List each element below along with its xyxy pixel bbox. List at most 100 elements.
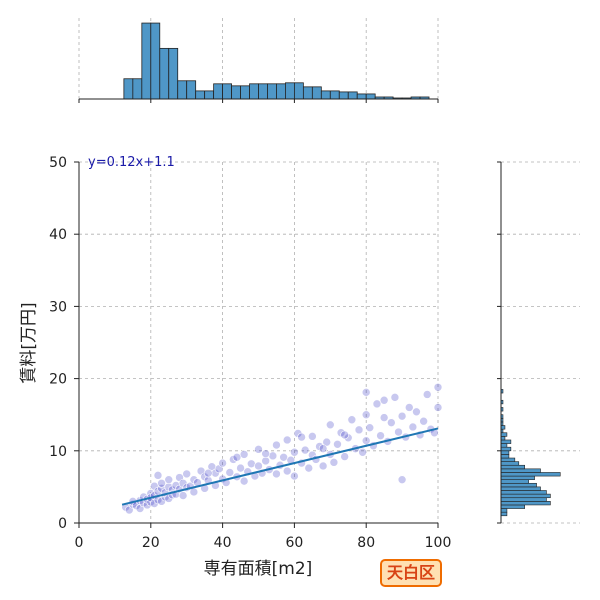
- scatter-point: [272, 440, 281, 450]
- right-hist-bar: [500, 464, 526, 470]
- right-hist-bar: [500, 508, 508, 513]
- district-badge: 天白区: [380, 559, 443, 587]
- scatter-point: [182, 469, 191, 479]
- scatter-point: [232, 452, 242, 462]
- scatter-point: [279, 452, 288, 462]
- scatter-point: [254, 461, 263, 471]
- scatter-point: [153, 471, 163, 480]
- scatter-point: [433, 403, 443, 412]
- scatter-point: [358, 447, 367, 457]
- top-hist-bar: [293, 82, 304, 100]
- top-hist-bar: [285, 82, 295, 100]
- scatter-point: [390, 393, 400, 402]
- right-hist-bar: [500, 490, 547, 495]
- scatter-point: [157, 484, 166, 493]
- scatter-point: [365, 423, 375, 432]
- main-scatter-panel: 0 20 40 60 80 100 0 10 20 30 40 50: [49, 155, 451, 551]
- scatter-point: [203, 468, 213, 478]
- right-histogram: [497, 161, 580, 524]
- scatter-point: [354, 425, 364, 435]
- top-hist-bar: [320, 90, 331, 100]
- y-tick-label: 0: [58, 516, 67, 532]
- scatter-point: [164, 475, 174, 484]
- scatter-point: [343, 433, 353, 443]
- y-tick-label: 50: [49, 155, 67, 171]
- top-hist-bar: [186, 80, 197, 100]
- right-hist-bar: [500, 432, 508, 437]
- right-hist-bar: [500, 501, 551, 506]
- top-hist-bar: [132, 78, 143, 100]
- regression-line: [121, 427, 439, 506]
- scatter-point: [164, 482, 174, 492]
- x-axis-label: 専有面積[m2]: [204, 559, 313, 579]
- right-hist-bar: [500, 457, 516, 462]
- scatter-point: [171, 481, 181, 490]
- scatter-point: [422, 390, 432, 399]
- scatter-point: [239, 476, 249, 486]
- scatter-point: [318, 444, 328, 453]
- scatter-point: [290, 471, 299, 481]
- top-hist-bar: [249, 83, 259, 100]
- scatter-point: [376, 431, 385, 440]
- scatter-point: [372, 399, 382, 409]
- top-hist-bar: [311, 86, 322, 100]
- y-tick-label: 20: [49, 372, 67, 388]
- right-hist-bar: [500, 479, 529, 484]
- y-tick-label: 40: [49, 227, 67, 243]
- scatter-point: [236, 463, 245, 473]
- scatter-point: [157, 478, 166, 488]
- scatter-point: [207, 462, 217, 471]
- right-hist-bar: [500, 504, 526, 509]
- scatter-point: [164, 494, 174, 503]
- scatter-point: [300, 445, 310, 455]
- scatter-point: [189, 475, 199, 484]
- scatter-point: [282, 466, 292, 476]
- scatter-point: [297, 432, 306, 442]
- y-tick-label: 10: [49, 444, 67, 460]
- x-tick-label: 100: [425, 535, 452, 551]
- top-hist-bar: [213, 83, 223, 100]
- scatter-point: [333, 440, 342, 449]
- x-tick-label: 0: [75, 535, 84, 551]
- scatter-point: [325, 420, 335, 430]
- scatter-point: [254, 445, 263, 454]
- scatter-point: [361, 388, 371, 397]
- scatter-point: [408, 422, 418, 432]
- scatter-point: [329, 458, 339, 467]
- y-tick-label: 30: [49, 299, 67, 315]
- scatter-point: [419, 416, 428, 426]
- top-hist-bar: [338, 91, 349, 100]
- scatter-point: [200, 472, 209, 482]
- scatter-point: [340, 430, 349, 440]
- x-tick-label: 20: [142, 535, 160, 551]
- scatter-point: [340, 452, 349, 461]
- right-hist-bar: [500, 472, 561, 477]
- scatter-point: [211, 468, 220, 478]
- y-axis-label: 賃料[万円]: [19, 302, 39, 383]
- right-hist-bar: [500, 497, 547, 502]
- scatter-point: [387, 418, 396, 427]
- right-hist-bar: [500, 468, 541, 473]
- right-hist-bar: [500, 436, 506, 441]
- scatter-point: [361, 436, 371, 445]
- top-hist-bar: [365, 93, 376, 100]
- right-hist-bar: [500, 482, 537, 488]
- right-hist-bar: [500, 461, 520, 466]
- scatter-point: [290, 447, 299, 457]
- right-hist-bar: [500, 511, 508, 517]
- scatter-point: [318, 461, 328, 471]
- top-hist-bar: [267, 83, 277, 100]
- top-hist-bar: [150, 22, 161, 100]
- scatter-point: [178, 491, 188, 500]
- top-hist-bar: [356, 93, 367, 100]
- top-hist-bar: [159, 47, 170, 100]
- top-hist-bar: [168, 47, 179, 100]
- top-hist-bar: [240, 85, 250, 100]
- x-tick-label: 80: [357, 535, 375, 551]
- scatter-point: [218, 458, 227, 468]
- top-hist-bar: [195, 90, 206, 100]
- right-hist-bar: [500, 446, 512, 452]
- scatter-point: [433, 382, 443, 392]
- scatter-point: [397, 411, 407, 421]
- scatter-point: [272, 469, 281, 479]
